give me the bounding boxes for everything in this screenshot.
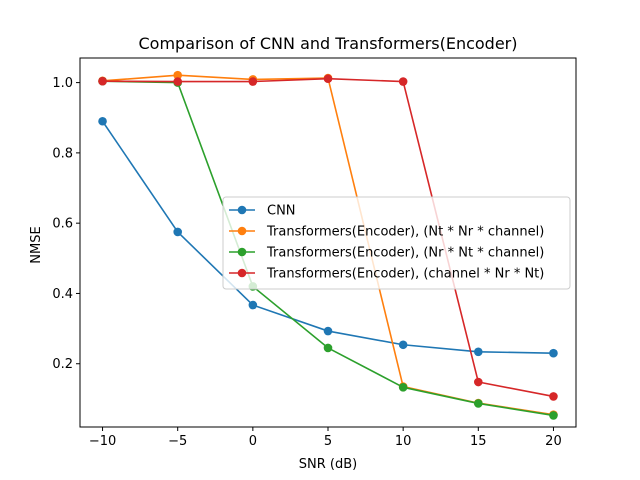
x-tick-label: −10 — [89, 434, 116, 449]
x-tick-label: −5 — [168, 434, 187, 449]
data-point-series-3 — [248, 77, 258, 86]
legend-marker-1 — [237, 226, 247, 236]
data-point-series-3 — [173, 77, 182, 86]
data-point-series-2 — [474, 399, 483, 408]
legend-label: Transformers(Encoder), (Nr * Nt * channe… — [266, 246, 544, 261]
legend: CNN Transformers(Encoder), (Nt * Nr * cha… — [222, 196, 571, 290]
data-point-series-3 — [549, 392, 558, 401]
plot-area: −10 −5 0 5 10 15 20 0.2 0.4 0.6 0.8 1.0 — [52, 57, 577, 449]
legend-label: Transformers(Encoder), (channel * Nr * N… — [266, 267, 544, 282]
x-tick-label: 10 — [395, 434, 412, 449]
data-point-series-3 — [398, 77, 408, 86]
legend-label: CNN — [267, 204, 296, 219]
y-axis-label: NMSE — [29, 226, 44, 263]
data-point-series-1 — [173, 70, 182, 80]
data-point-series-0 — [474, 347, 483, 357]
data-point-series-0 — [323, 326, 333, 336]
legend-label: Transformers(Encoder), (Nt * Nr * channe… — [266, 225, 544, 240]
x-tick-label: 20 — [545, 434, 562, 449]
data-point-series-3 — [474, 377, 483, 387]
data-point-series-0 — [173, 227, 182, 237]
y-tick-label: 1.0 — [52, 76, 73, 91]
x-tick-label: 0 — [249, 434, 257, 449]
legend-box — [222, 196, 571, 290]
data-point-series-0 — [549, 348, 558, 358]
data-point-series-0 — [398, 340, 408, 350]
data-point-series-2 — [323, 343, 333, 353]
data-point-series-2 — [398, 382, 408, 392]
x-axis-label: SNR (dB) — [299, 457, 357, 472]
legend-marker-0 — [237, 205, 247, 215]
y-tick-label: 0.6 — [52, 217, 73, 232]
x-tick-label: 5 — [324, 434, 332, 449]
chart-title: Comparison of CNN and Transformers(Encod… — [138, 34, 517, 53]
y-tick-label: 0.2 — [52, 357, 73, 372]
data-point-series-2 — [549, 411, 558, 420]
legend-marker-2 — [237, 247, 247, 257]
data-point-series-0 — [98, 116, 107, 126]
x-tick-label: 15 — [470, 434, 487, 449]
y-tick-label: 0.8 — [52, 146, 73, 161]
data-point-series-3 — [98, 76, 107, 86]
data-point-series-0 — [248, 300, 258, 310]
legend-marker-3 — [237, 268, 247, 278]
y-tick-label: 0.4 — [52, 287, 73, 302]
data-point-series-3 — [323, 74, 333, 84]
